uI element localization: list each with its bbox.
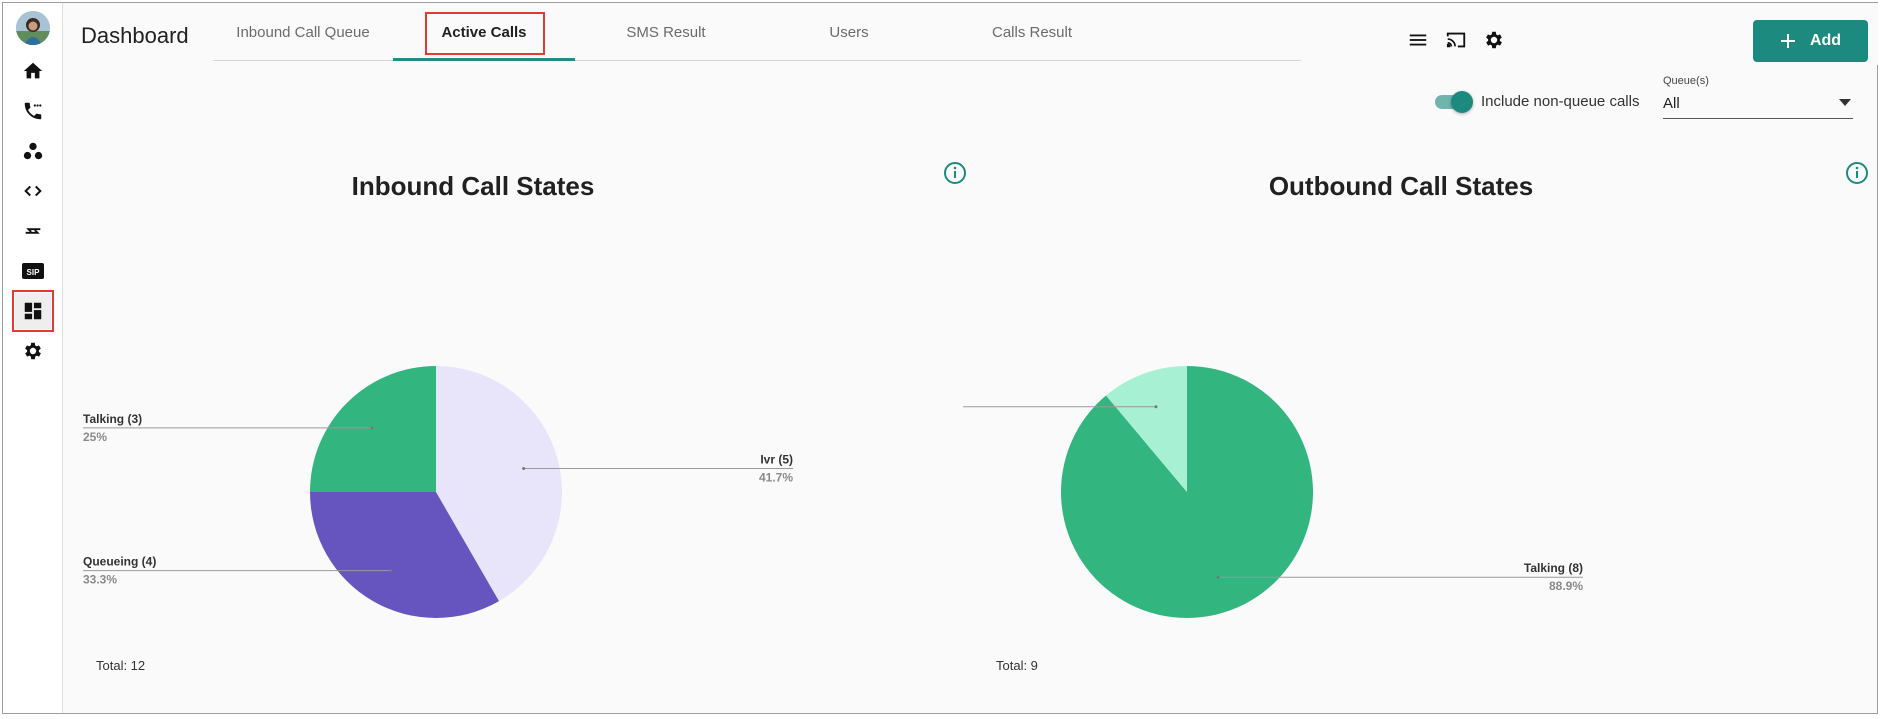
outbound-pie-chart: Talking (8)88.9%Dialing (1)11.1%: [963, 366, 1583, 618]
leader-dot: [1216, 575, 1220, 579]
cast-button[interactable]: [1441, 25, 1471, 55]
non-queue-toggle-label: Include non-queue calls: [1481, 92, 1640, 110]
dashboard-icon: [24, 302, 42, 320]
outbound-chart-panel: Outbound Call States Talking (8)88.9%Dia…: [963, 153, 1868, 693]
non-queue-toggle-row: Include non-queue calls: [1433, 91, 1640, 113]
sidebar-item-transfer[interactable]: [15, 213, 51, 249]
sidebar-item-calls[interactable]: [15, 93, 51, 129]
tab-inbound-call-queue[interactable]: Inbound Call Queue: [236, 23, 370, 41]
sidebar-item-dashboard[interactable]: [12, 290, 54, 332]
sidebar-item-home[interactable]: [15, 53, 51, 89]
info-icon[interactable]: [1845, 161, 1869, 185]
sidebar-item-code[interactable]: [15, 173, 51, 209]
settings-button[interactable]: [1479, 25, 1509, 55]
tab-users[interactable]: Users: [829, 23, 869, 41]
active-tab-indicator: [393, 58, 575, 61]
slice-percent: 25%: [83, 430, 107, 444]
inbound-pie-chart: Ivr (5) 41.7% Queueing (4) 33.3% Talking (3)…: [83, 366, 793, 618]
non-queue-toggle[interactable]: [1433, 91, 1473, 113]
home-icon: [23, 62, 43, 79]
top-bar: Dashboard Inbound Call Queue Active Call…: [63, 3, 1878, 65]
slice-percent: 41.7%: [759, 471, 793, 485]
inbound-chart-panel: Inbound Call States Ivr (5) 41.7% Queueing…: [63, 153, 966, 693]
pie-slice-ivr[interactable]: [436, 366, 562, 602]
swap-icon: [25, 228, 41, 234]
plus-icon: [1780, 34, 1795, 48]
tab-calls-result[interactable]: Calls Result: [991, 23, 1073, 41]
group-icon: [23, 142, 43, 160]
chevron-down-icon: [1839, 99, 1851, 106]
queue-select[interactable]: Queue(s) All: [1663, 73, 1853, 119]
slice-label: Talking (3): [83, 412, 142, 426]
outbound-chart-title: Outbound Call States: [1268, 171, 1534, 201]
outbound-total: Total: 9: [996, 658, 1038, 673]
tab-bar: Inbound Call Queue Active Calls SMS Resu…: [213, 3, 1301, 61]
avatar[interactable]: [16, 11, 50, 45]
pie-slice-dialing[interactable]: [1106, 366, 1187, 492]
leader-dot: [1154, 405, 1158, 409]
leader-dot: [389, 569, 393, 573]
pie-slice-queueing[interactable]: [310, 492, 499, 618]
gear-icon: [1486, 31, 1502, 49]
sidebar: SIP: [3, 3, 63, 713]
inbound-chart-title: Inbound Call States: [351, 171, 595, 201]
sip-icon: SIP: [22, 263, 44, 279]
tab-highlight-box: [425, 12, 545, 55]
menu-icon: [1409, 34, 1427, 46]
menu-button[interactable]: [1403, 25, 1433, 55]
leader-dot: [522, 467, 526, 471]
slice-label: Queueing (4): [83, 555, 156, 569]
queue-select-value: All: [1663, 95, 1680, 112]
queue-select-label: Queue(s): [1663, 75, 1709, 87]
add-button[interactable]: Add: [1753, 20, 1868, 62]
slice-label: Talking (8): [1524, 561, 1583, 575]
slice-label: Ivr (5): [760, 453, 793, 467]
code-icon: [24, 185, 42, 197]
page-title: Dashboard: [81, 23, 189, 48]
cast-icon: [1446, 32, 1466, 48]
add-button-label: Add: [1809, 32, 1842, 49]
svg-text:SIP: SIP: [27, 268, 41, 277]
slice-percent: 88.9%: [1549, 579, 1583, 593]
gear-icon: [25, 342, 41, 360]
sidebar-item-settings[interactable]: [15, 333, 51, 369]
inbound-total: Total: 12: [96, 658, 146, 673]
sidebar-item-groups[interactable]: [15, 133, 51, 169]
pie-slice-talking[interactable]: [310, 366, 436, 492]
tab-active-calls[interactable]: Active Calls: [441, 23, 527, 41]
sidebar-item-sip[interactable]: SIP: [15, 253, 51, 289]
tab-sms-result[interactable]: SMS Result: [626, 23, 706, 41]
info-icon[interactable]: [943, 161, 967, 185]
phone-icon: [24, 102, 42, 120]
leader-dot: [370, 426, 374, 430]
slice-percent: 33.3%: [83, 573, 117, 587]
